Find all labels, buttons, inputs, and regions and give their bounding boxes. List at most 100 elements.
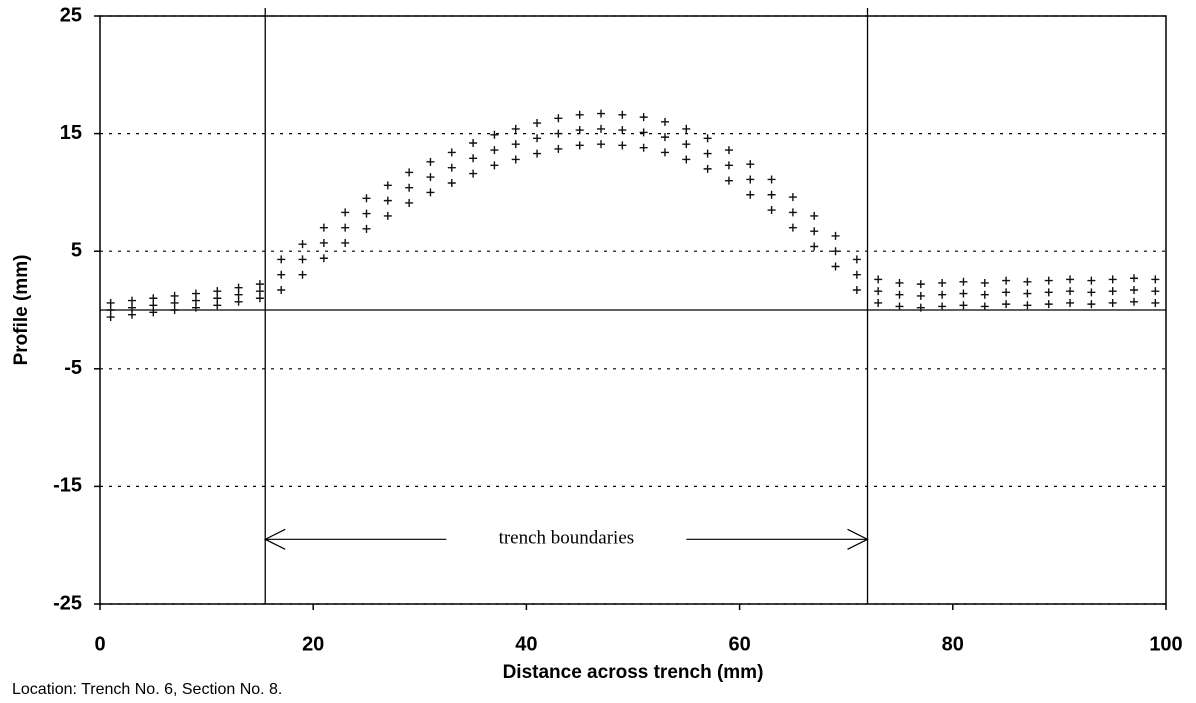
point [916,291,925,300]
point [767,175,776,184]
point [1002,288,1011,297]
point [703,164,712,173]
point [703,149,712,158]
point [298,255,307,264]
point [895,278,904,287]
x-tick-label: 80 [942,633,964,655]
point [597,140,606,149]
point [1002,300,1011,309]
point [405,198,414,207]
y-tick-label: 5 [71,239,82,261]
point [746,160,755,169]
point [1108,298,1117,307]
point [277,270,286,279]
point [533,119,542,128]
point [597,109,606,118]
point [319,223,328,232]
point [1130,297,1139,306]
point [319,254,328,263]
point [1044,300,1053,309]
point [426,173,435,182]
point [746,190,755,199]
arrow-head [847,528,869,550]
point [938,290,947,299]
point [319,238,328,247]
point [682,124,691,133]
x-tick-label: 100 [1149,633,1182,655]
point [1130,286,1139,295]
point [298,240,307,249]
point [980,302,989,311]
point [895,302,904,311]
point [895,290,904,299]
point [490,161,499,170]
point [746,175,755,184]
point [277,255,286,264]
point [980,290,989,299]
point [469,139,478,148]
point [1130,274,1139,283]
point [831,247,840,256]
x-tick-label: 0 [94,633,105,655]
point [980,278,989,287]
y-tick-label: 25 [60,4,82,26]
x-tick-label: 40 [515,633,537,655]
point [575,141,584,150]
point [1087,300,1096,309]
point [618,141,627,150]
point [767,190,776,199]
y-tick-label: -25 [53,592,82,614]
point [938,302,947,311]
point [362,224,371,233]
point [874,275,883,284]
point [831,262,840,271]
point [255,280,264,289]
point [874,287,883,296]
point [1151,298,1160,307]
point [831,231,840,240]
point [682,155,691,164]
point [234,290,243,299]
point [703,134,712,143]
point [639,143,648,152]
point [597,124,606,133]
point [191,303,200,312]
point [191,289,200,298]
y-tick-label: -5 [64,357,82,379]
point [170,298,179,307]
point [660,133,669,142]
point [213,294,222,303]
point [639,113,648,122]
point [362,194,371,203]
y-tick-label: 15 [60,122,82,144]
point [959,277,968,286]
point [959,301,968,310]
point [1002,276,1011,285]
point [959,289,968,298]
point [1066,298,1075,307]
point [724,176,733,185]
point [1108,275,1117,284]
point [724,146,733,155]
point [149,308,158,317]
point [127,310,136,319]
arrow-head [263,528,286,550]
annotation-text: trench boundaries [499,528,635,549]
point [533,134,542,143]
point [1066,275,1075,284]
point [724,161,733,170]
point [1066,287,1075,296]
point [127,296,136,305]
point [511,155,520,164]
point [1151,287,1160,296]
point [127,303,136,312]
point [682,140,691,149]
point [405,168,414,177]
point [298,270,307,279]
point [639,128,648,137]
point [810,227,819,236]
point [383,181,392,190]
x-axis-label: Distance across trench (mm) [503,662,764,683]
point [1151,275,1160,284]
point [490,146,499,155]
